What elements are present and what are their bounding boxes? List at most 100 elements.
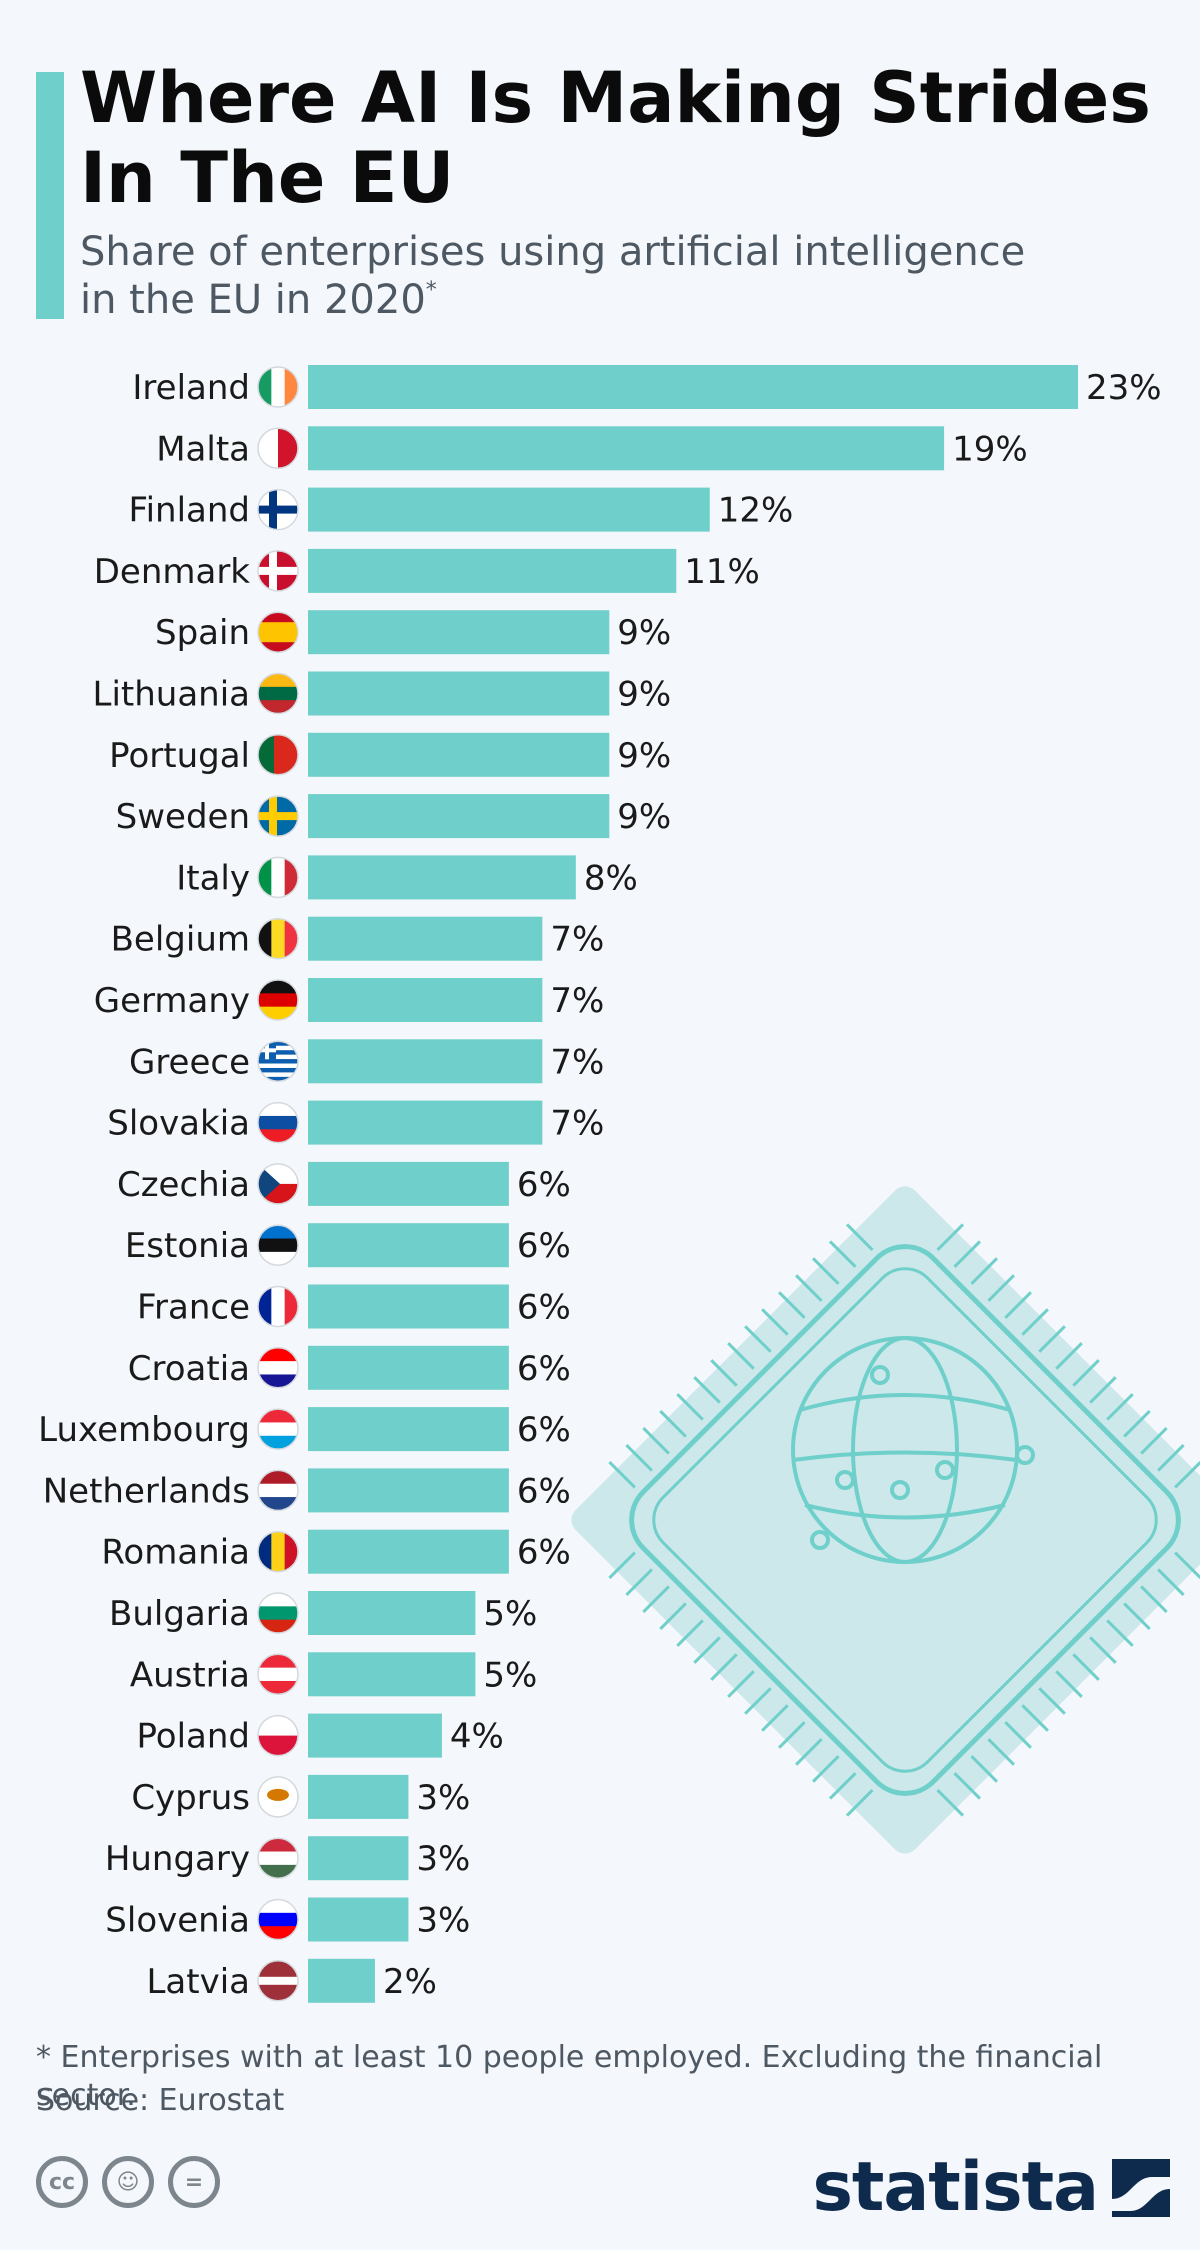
category-label: Croatia xyxy=(128,1349,250,1389)
value-label: 6% xyxy=(517,1226,571,1266)
bar xyxy=(308,732,610,777)
flag-outline xyxy=(257,1960,299,2002)
ai-chip-illustration xyxy=(571,1186,1200,1854)
bar xyxy=(308,1284,509,1329)
category-label: Austria xyxy=(130,1655,250,1695)
value-label: 4% xyxy=(450,1717,504,1757)
value-label: 9% xyxy=(617,736,671,776)
flag-outline xyxy=(257,550,299,592)
flag-icon xyxy=(258,1960,298,2001)
value-label: 9% xyxy=(617,797,671,837)
category-label: Slovenia xyxy=(105,1901,250,1941)
category-label: Estonia xyxy=(125,1226,250,1266)
value-label: 9% xyxy=(617,613,671,653)
bar xyxy=(308,426,945,471)
flag-icon xyxy=(258,1163,298,1204)
flag-outline xyxy=(257,1347,299,1389)
value-label: 6% xyxy=(517,1165,571,1205)
attribution-icon[interactable]: ☺ xyxy=(102,2156,154,2208)
bar xyxy=(308,365,1078,409)
flag-outline xyxy=(257,366,299,408)
statista-logo[interactable]: statista xyxy=(812,2148,1170,2227)
bar xyxy=(308,1897,409,1942)
value-label: 23% xyxy=(1086,368,1162,408)
flag-outline xyxy=(257,734,299,776)
category-label: Netherlands xyxy=(43,1471,250,1511)
category-label: Latvia xyxy=(146,1962,250,2002)
bar xyxy=(308,1100,543,1145)
bar xyxy=(308,1652,476,1697)
bar xyxy=(308,1774,409,1819)
flag-outline xyxy=(257,1040,299,1083)
flag-outline xyxy=(257,1837,299,1879)
value-label: 5% xyxy=(483,1594,537,1634)
flag-outline xyxy=(257,856,299,899)
flag-outline xyxy=(257,1592,299,1634)
flag-outline xyxy=(257,979,299,1021)
no-derivatives-icon[interactable]: = xyxy=(168,2156,220,2208)
bar xyxy=(308,978,543,1022)
value-label: 9% xyxy=(617,675,671,715)
flag-outline xyxy=(257,427,299,470)
license-icons: cc ☺ = xyxy=(36,2156,220,2208)
flag-icon xyxy=(258,428,298,469)
category-label: Ireland xyxy=(132,368,250,408)
value-label: 6% xyxy=(517,1471,571,1511)
flag-outline xyxy=(257,1285,299,1328)
flag-icon xyxy=(258,612,298,653)
flag-outline xyxy=(257,1898,299,1941)
source-note: Source: Eurostat xyxy=(36,2083,285,2118)
value-label: 6% xyxy=(517,1410,571,1450)
flag-icon xyxy=(258,550,298,591)
category-label: Portugal xyxy=(109,736,250,776)
bar xyxy=(308,1713,442,1758)
bar xyxy=(308,487,710,532)
category-label: Greece xyxy=(129,1042,250,1082)
creative-commons-icon[interactable]: cc xyxy=(36,2156,88,2208)
category-label: Bulgaria xyxy=(109,1594,250,1634)
logo-text: statista xyxy=(812,2148,1099,2227)
chart-title: Where AI Is Making Strides In The EU xyxy=(80,57,1151,219)
flag-icon xyxy=(258,796,298,837)
bar xyxy=(308,610,610,655)
flag-icon xyxy=(258,1715,298,1756)
value-label: 2% xyxy=(383,1962,437,2002)
bars-layer: Ireland 23% Malta 19% Finland 12% Denmark 11% Sp… xyxy=(38,365,1162,2003)
category-label: Spain xyxy=(155,613,250,653)
bar xyxy=(308,855,576,900)
flag-outline xyxy=(257,1101,299,1144)
flag-outline xyxy=(257,1408,299,1450)
title-accent-bar xyxy=(36,72,64,319)
value-label: 19% xyxy=(952,429,1028,469)
category-label: Lithuania xyxy=(93,675,250,715)
bar xyxy=(308,548,677,593)
category-label: Hungary xyxy=(105,1839,250,1879)
category-label: Czechia xyxy=(117,1165,250,1205)
bar xyxy=(308,1529,509,1574)
bar xyxy=(308,1161,509,1206)
flag-outline xyxy=(257,917,299,960)
value-label: 5% xyxy=(483,1655,537,1695)
value-label: 3% xyxy=(416,1778,470,1818)
value-label: 6% xyxy=(517,1533,571,1573)
category-label: Italy xyxy=(176,858,250,898)
category-label: Denmark xyxy=(94,552,251,592)
bar xyxy=(308,671,610,716)
value-label: 6% xyxy=(517,1288,571,1328)
statista-logo-icon xyxy=(1112,2158,1170,2217)
category-label: Malta xyxy=(156,429,250,469)
category-label: Belgium xyxy=(111,920,250,960)
category-label: Poland xyxy=(136,1717,250,1757)
category-label: Finland xyxy=(129,491,251,531)
bar xyxy=(308,1591,476,1635)
flag-outline xyxy=(257,1163,299,1205)
bar xyxy=(308,1039,543,1084)
category-label: Sweden xyxy=(116,797,250,837)
bar xyxy=(308,1836,409,1881)
value-label: 11% xyxy=(684,552,760,592)
value-label: 7% xyxy=(550,920,604,960)
value-label: 3% xyxy=(416,1901,470,1941)
flag-outline xyxy=(257,1530,299,1573)
bar xyxy=(308,1958,375,2003)
value-label: 8% xyxy=(584,858,638,898)
